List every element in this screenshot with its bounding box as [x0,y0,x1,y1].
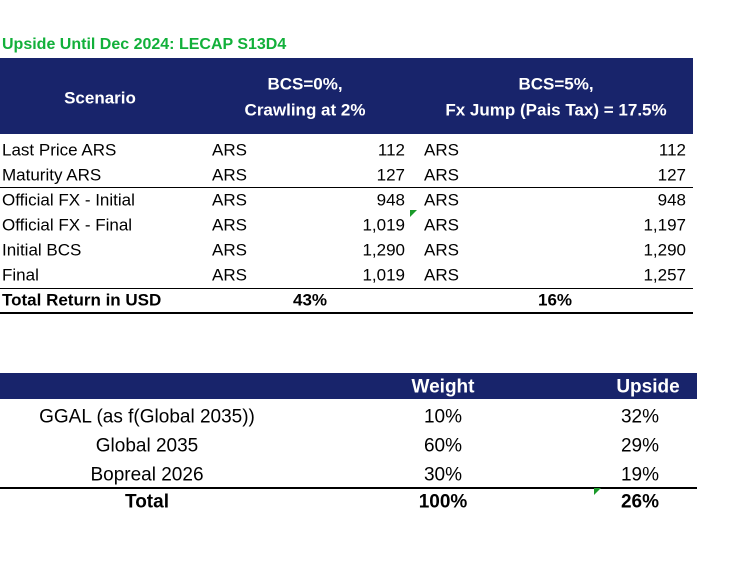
cell-value: 1,290 [643,240,686,260]
cell-value: 948 [657,190,686,210]
currency: ARS [212,140,247,160]
title: Upside Until Dec 2024: LECAP S13D4 [2,36,287,53]
cell-value: 112 [377,140,405,160]
cell-value: 10% [423,406,463,428]
table1-header [0,58,693,134]
cell-value: 112 [658,140,686,160]
row-label: Initial BCS [2,240,82,260]
row-rule [0,187,693,188]
currency: ARS [212,165,247,185]
table2-header [0,373,697,399]
cell-marker [594,488,601,495]
currency: ARS [212,240,247,260]
cell-value: 19% [620,464,660,486]
row-label: Global 2035 [95,435,199,457]
currency: ARS [212,190,247,210]
currency: ARS [424,215,459,235]
currency: ARS [424,190,459,210]
total-value: 16% [537,290,573,310]
row-rule [0,487,697,489]
cell-value: 1,197 [643,215,686,235]
cell-marker [410,210,417,217]
currency: ARS [212,265,247,285]
total-value: 26% [620,491,660,513]
row-label: GGAL (as f(Global 2035)) [39,406,255,428]
total-value: 100% [418,491,468,513]
row-label: Maturity ARS [2,165,102,185]
cell-value: 1,019 [362,215,405,235]
row-label: Official FX - Final [2,215,133,235]
row-label: Final [2,265,39,285]
total-label: Total Return in USD [2,290,162,310]
cell-value: 30% [423,464,463,486]
column-header: Upside [616,376,680,398]
cell-value: 1,257 [643,265,686,285]
row-label: Last Price ARS [2,140,117,160]
currency: ARS [424,140,459,160]
row-label: Official FX - Initial [2,190,135,210]
row-rule [0,288,693,289]
currency: ARS [424,165,459,185]
cell-value: 127 [657,165,686,185]
cell-value: 1,290 [362,240,405,260]
currency: ARS [424,265,459,285]
column-header: BCS=0%, [267,74,343,94]
cell-value: 29% [620,435,660,457]
total-label: Total [125,491,169,513]
cell-value: 127 [376,165,405,185]
row-label: Bopreal 2026 [90,464,204,486]
currency: ARS [424,240,459,260]
cell-value: 1,019 [362,265,405,285]
cell-value: 948 [376,190,405,210]
column-header: Scenario [64,88,136,108]
currency: ARS [212,215,247,235]
column-header: Weight [411,376,475,398]
cell-value: 32% [620,406,660,428]
row-rule [0,312,693,314]
column-header: Crawling at 2% [244,100,366,120]
cell-value: 60% [423,435,463,457]
column-header: Fx Jump (Pais Tax) = 17.5% [445,100,667,120]
column-header: BCS=5%, [518,74,594,94]
total-value: 43% [292,290,328,310]
